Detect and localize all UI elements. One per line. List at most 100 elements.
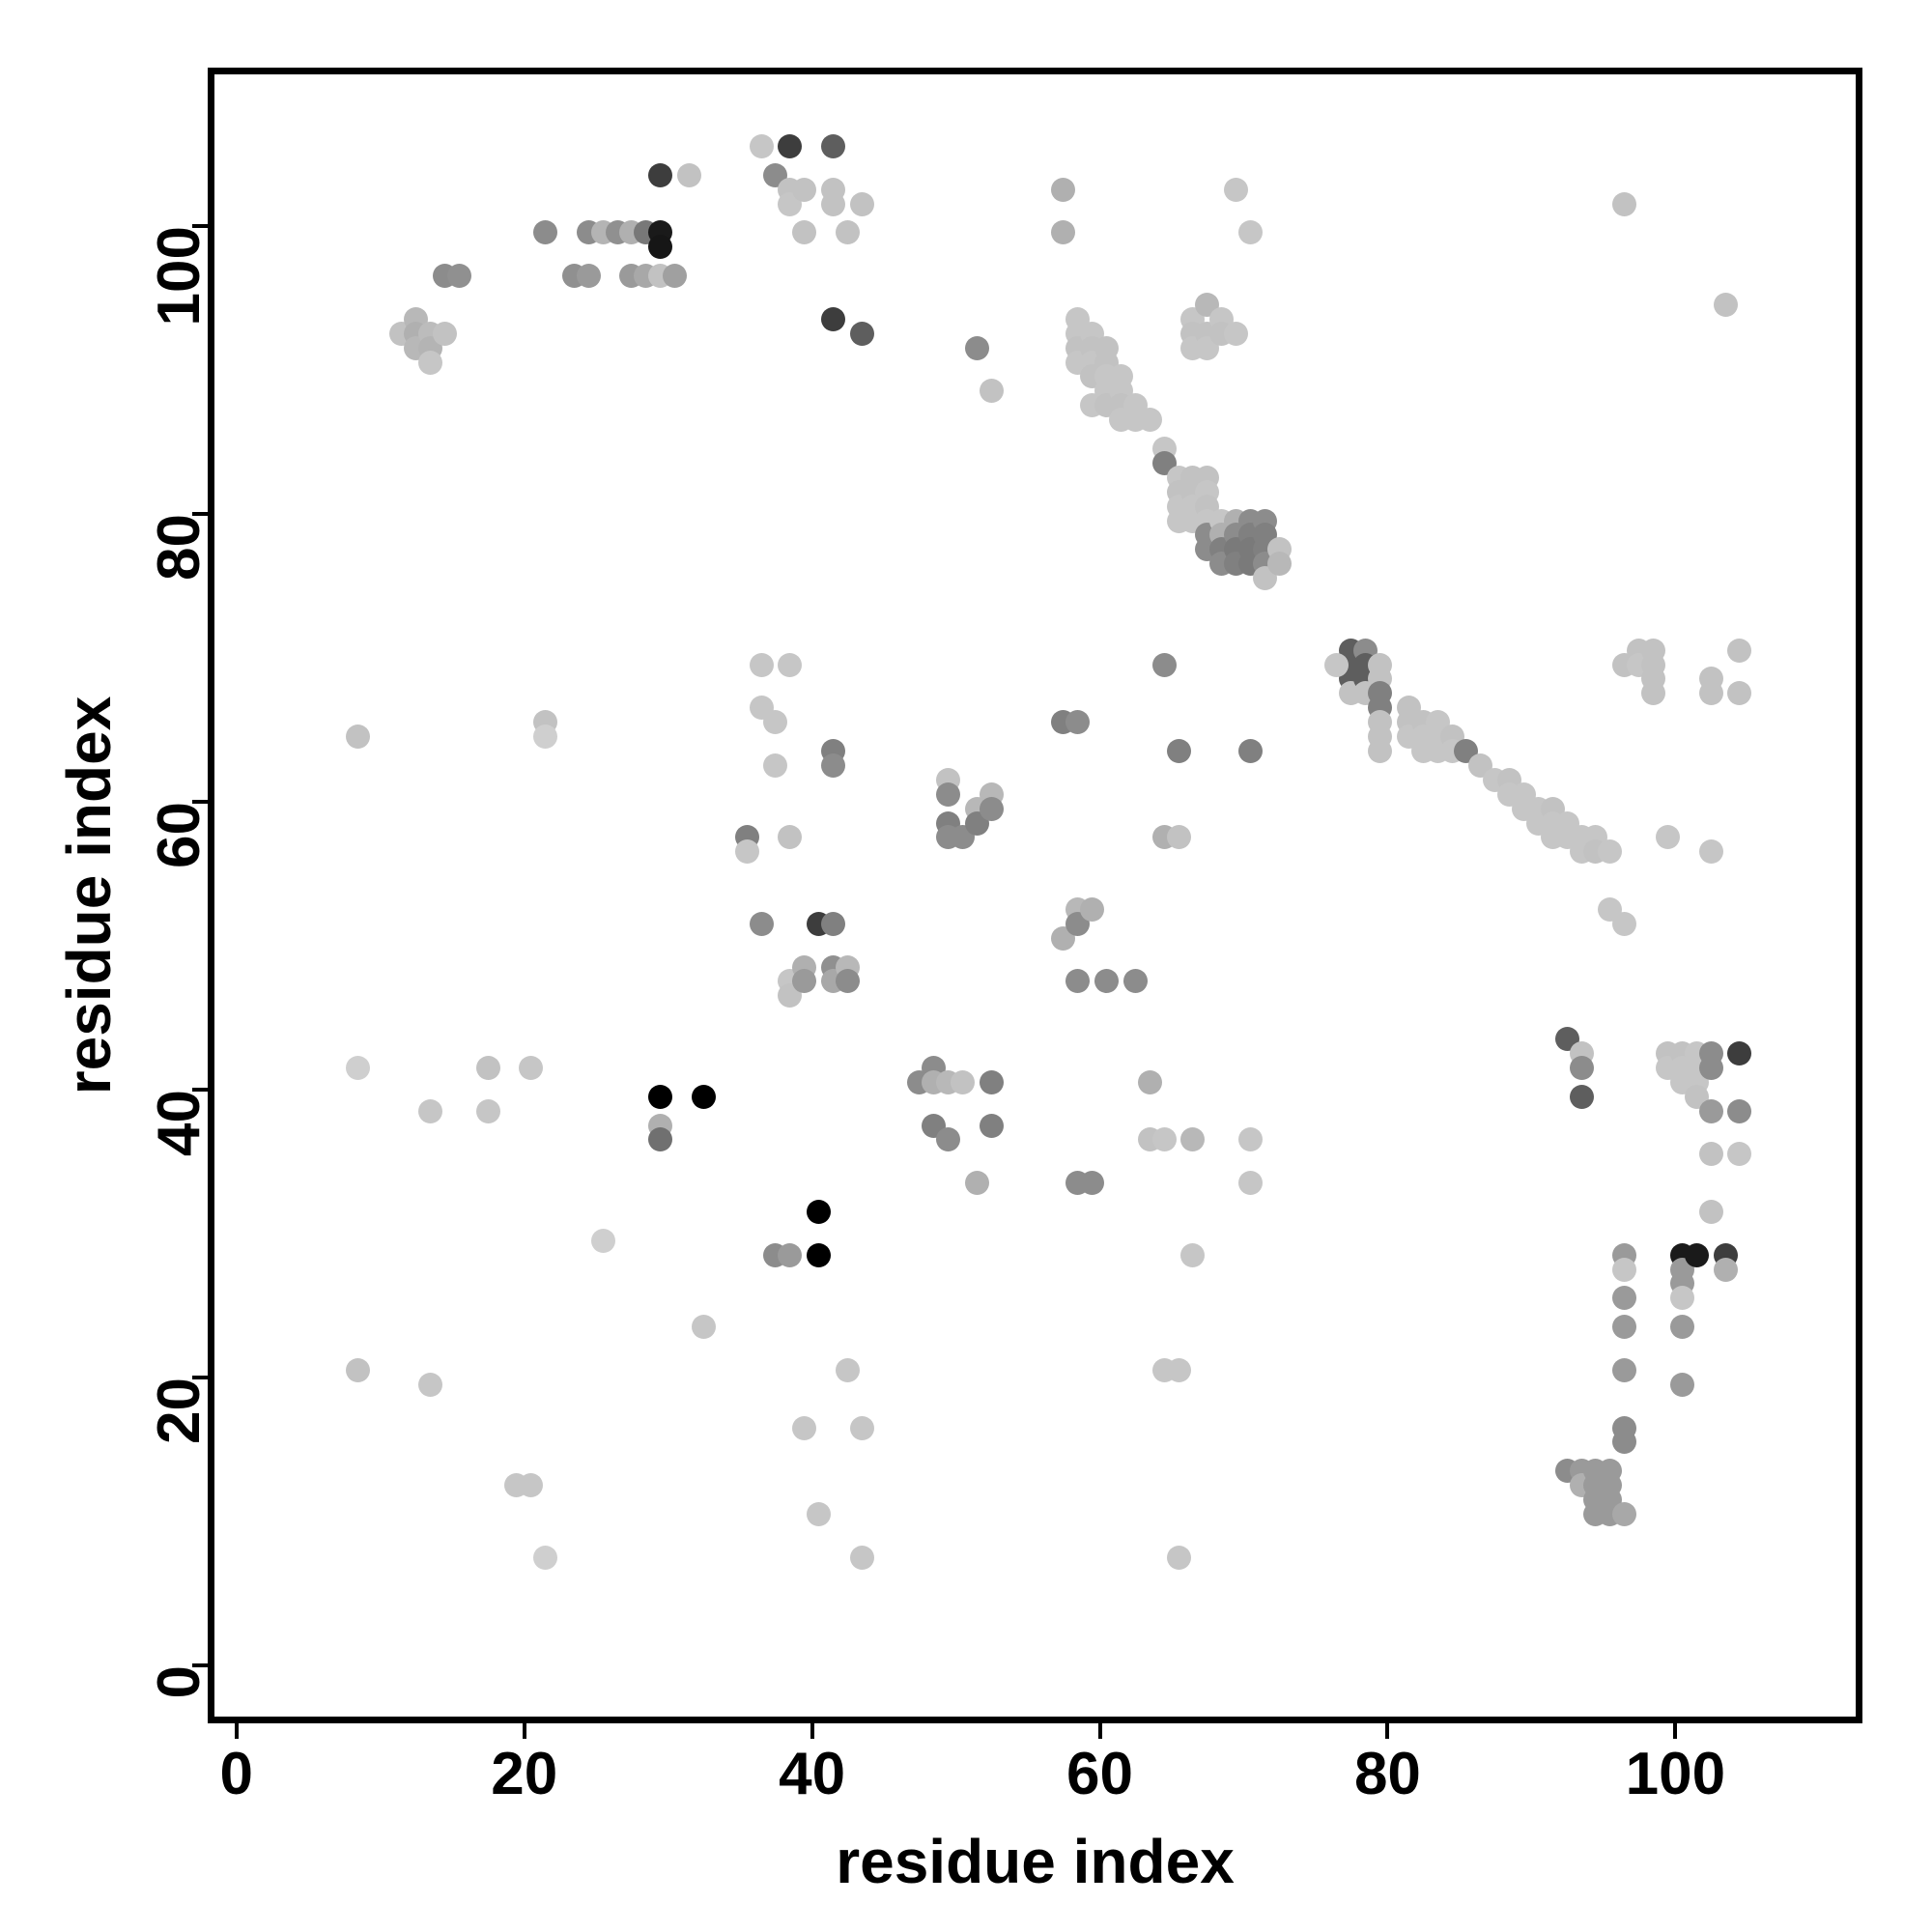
x-tick-mark <box>522 1723 526 1739</box>
data-point <box>979 1113 1004 1138</box>
data-point <box>807 1501 832 1526</box>
data-point <box>792 1415 817 1440</box>
y-tick-mark <box>192 1663 208 1668</box>
data-point <box>1151 1127 1177 1152</box>
x-tick-mark <box>1097 1723 1102 1739</box>
data-point <box>1137 408 1162 433</box>
data-point <box>417 350 442 375</box>
data-point <box>964 335 989 360</box>
y-tick-label: 0 <box>146 1665 213 1699</box>
y-tick-label: 20 <box>146 1378 213 1445</box>
data-point <box>1051 177 1076 202</box>
x-tick-label: 40 <box>779 1741 846 1807</box>
data-point <box>533 1545 558 1570</box>
data-point <box>835 969 860 994</box>
data-point <box>1713 1257 1738 1282</box>
data-point <box>1684 1242 1709 1267</box>
data-point <box>1698 1199 1723 1224</box>
data-point <box>1166 1357 1191 1382</box>
data-point <box>519 1055 544 1080</box>
data-point <box>1612 191 1637 216</box>
data-point <box>519 1473 544 1498</box>
data-point <box>821 753 845 778</box>
data-point <box>1094 969 1120 994</box>
data-point <box>763 710 788 735</box>
data-point <box>691 1084 716 1109</box>
data-point <box>1612 1430 1637 1455</box>
data-point <box>1641 681 1666 706</box>
plot-frame <box>208 68 1862 1723</box>
data-point <box>432 321 457 346</box>
data-point <box>792 220 817 245</box>
data-point <box>807 1199 832 1224</box>
data-point <box>1180 1242 1206 1267</box>
x-tick-mark <box>234 1723 239 1739</box>
data-point <box>691 1315 716 1340</box>
data-point <box>1612 1315 1637 1340</box>
data-point <box>1569 1055 1594 1080</box>
data-point <box>1237 1171 1263 1196</box>
data-point <box>749 652 774 677</box>
x-tick-label: 60 <box>1066 1741 1133 1807</box>
data-point <box>1612 1257 1637 1282</box>
data-point <box>1237 220 1263 245</box>
data-point <box>1237 739 1263 763</box>
data-point <box>1166 825 1191 850</box>
data-point <box>1612 911 1637 936</box>
y-tick-mark <box>192 512 208 517</box>
data-point <box>1698 1098 1723 1123</box>
data-point <box>1612 1501 1637 1526</box>
x-tick-mark <box>1673 1723 1678 1739</box>
data-point <box>417 1372 442 1397</box>
data-point <box>648 1127 673 1152</box>
y-tick-label: 80 <box>146 514 213 581</box>
data-point <box>346 724 371 750</box>
data-point <box>1266 552 1292 577</box>
data-point <box>979 379 1004 404</box>
data-point <box>1224 321 1249 346</box>
data-point <box>1569 1084 1594 1109</box>
x-tick-label: 80 <box>1353 1741 1421 1807</box>
data-point <box>1051 220 1076 245</box>
data-point <box>446 264 471 289</box>
data-point <box>346 1055 371 1080</box>
data-point <box>1080 1171 1105 1196</box>
data-point <box>1065 969 1091 994</box>
data-point <box>1180 1127 1206 1152</box>
data-point <box>792 969 817 994</box>
scatter-plot-area <box>214 74 1856 1717</box>
data-point <box>936 781 961 807</box>
y-tick-mark <box>192 800 208 805</box>
x-tick-mark <box>810 1723 814 1739</box>
y-tick-mark <box>192 1088 208 1093</box>
data-point <box>590 1228 615 1253</box>
data-point <box>1324 652 1350 677</box>
data-point <box>749 911 774 936</box>
data-point <box>1598 839 1623 865</box>
data-point <box>1612 1357 1637 1382</box>
data-point <box>821 191 845 216</box>
data-point <box>533 724 558 750</box>
data-point <box>835 1357 860 1382</box>
data-point <box>346 1357 371 1382</box>
data-point <box>778 825 803 850</box>
data-point <box>951 1069 976 1094</box>
y-tick-mark <box>192 1376 208 1380</box>
y-axis-title: residue index <box>54 696 124 1095</box>
data-point <box>1669 1372 1694 1397</box>
data-point <box>648 235 673 260</box>
data-point <box>648 1084 673 1109</box>
data-point <box>778 1242 803 1267</box>
data-point <box>677 162 702 187</box>
data-point <box>576 264 601 289</box>
x-axis-title: residue index <box>836 1827 1235 1896</box>
data-point <box>1669 1286 1694 1311</box>
x-tick-label: 100 <box>1625 1741 1726 1807</box>
data-point <box>849 1545 874 1570</box>
data-point <box>663 264 688 289</box>
data-point <box>1698 681 1723 706</box>
data-point <box>821 306 845 331</box>
x-tick-mark <box>1385 1723 1390 1739</box>
x-tick-label: 20 <box>491 1741 558 1807</box>
data-point <box>1065 710 1091 735</box>
